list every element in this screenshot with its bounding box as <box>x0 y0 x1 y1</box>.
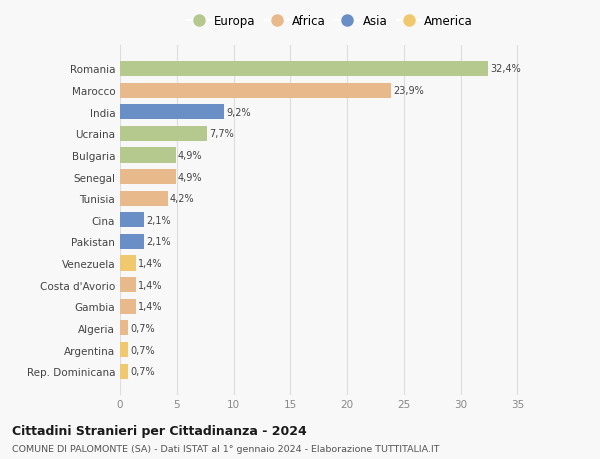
Bar <box>120 127 208 141</box>
Text: 4,2%: 4,2% <box>170 194 194 204</box>
Text: 1,4%: 1,4% <box>138 280 163 290</box>
Bar <box>120 170 176 185</box>
Text: 23,9%: 23,9% <box>394 86 424 96</box>
Text: 0,7%: 0,7% <box>130 345 155 355</box>
Bar <box>120 256 136 271</box>
Bar <box>120 148 176 163</box>
Bar <box>120 235 144 249</box>
Bar <box>120 105 224 120</box>
Bar <box>120 213 144 228</box>
Bar <box>120 299 136 314</box>
Bar <box>120 278 136 292</box>
Text: 0,7%: 0,7% <box>130 323 155 333</box>
Bar <box>120 321 128 336</box>
Text: 4,9%: 4,9% <box>178 172 202 182</box>
Text: 2,1%: 2,1% <box>146 237 171 247</box>
Text: COMUNE DI PALOMONTE (SA) - Dati ISTAT al 1° gennaio 2024 - Elaborazione TUTTITAL: COMUNE DI PALOMONTE (SA) - Dati ISTAT al… <box>12 444 439 453</box>
Text: 32,4%: 32,4% <box>490 64 521 74</box>
Text: 1,4%: 1,4% <box>138 258 163 269</box>
Text: 7,7%: 7,7% <box>209 129 235 139</box>
Bar <box>120 364 128 379</box>
Text: 0,7%: 0,7% <box>130 366 155 376</box>
Bar <box>120 191 167 206</box>
Text: 9,2%: 9,2% <box>227 107 251 118</box>
Text: 4,9%: 4,9% <box>178 151 202 161</box>
Legend: Europa, Africa, Asia, America: Europa, Africa, Asia, America <box>182 10 478 32</box>
Bar <box>120 342 128 357</box>
Bar <box>120 84 391 98</box>
Text: 2,1%: 2,1% <box>146 215 171 225</box>
Text: Cittadini Stranieri per Cittadinanza - 2024: Cittadini Stranieri per Cittadinanza - 2… <box>12 424 307 437</box>
Text: 1,4%: 1,4% <box>138 302 163 312</box>
Bar <box>120 62 488 77</box>
